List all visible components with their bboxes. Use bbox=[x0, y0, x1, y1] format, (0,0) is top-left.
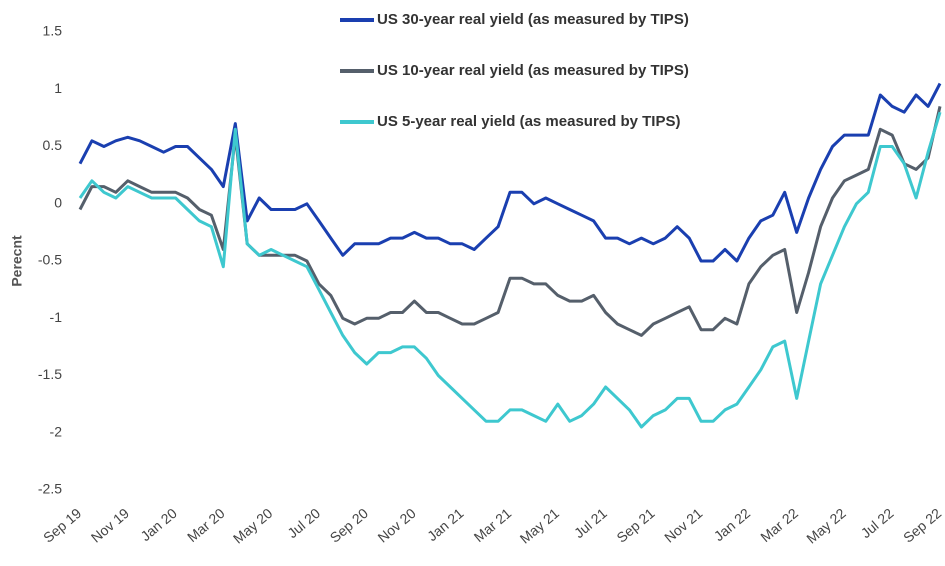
x-tick-label: Sep 21 bbox=[613, 505, 657, 546]
series-line bbox=[78, 111, 942, 429]
y-tick-label: -2.5 bbox=[38, 481, 62, 497]
x-tick-label: Mar 22 bbox=[757, 505, 801, 545]
legend-text: US 10-year real yield (as measured by TI… bbox=[377, 62, 689, 79]
y-tick-label: -0.5 bbox=[38, 252, 62, 268]
legend-text: US 5-year real yield (as measured by TIP… bbox=[377, 113, 680, 130]
x-tick-label: Jul 20 bbox=[284, 505, 323, 541]
x-tick-label: Mar 20 bbox=[184, 505, 228, 545]
x-tick-label: Jul 21 bbox=[571, 505, 610, 541]
y-tick-label: -1 bbox=[50, 309, 63, 325]
x-tick-label: Jan 22 bbox=[711, 505, 754, 544]
y-tick-label: -1.5 bbox=[38, 366, 62, 382]
x-tick-label: Sep 19 bbox=[40, 505, 84, 546]
x-tick-label: Jan 21 bbox=[424, 505, 467, 544]
x-tick-label: Nov 19 bbox=[88, 505, 132, 546]
x-tick-label: Nov 20 bbox=[374, 505, 418, 546]
x-tick-label: Jul 22 bbox=[858, 505, 897, 541]
y-tick-label: -2 bbox=[50, 423, 63, 439]
legend-text: US 30-year real yield (as measured by TI… bbox=[377, 11, 689, 28]
series-line bbox=[78, 106, 942, 337]
x-tick-label: May 20 bbox=[230, 505, 276, 547]
x-tick-label: Sep 20 bbox=[327, 505, 371, 546]
y-tick-label: 0.5 bbox=[43, 137, 63, 153]
x-tick-label: Nov 21 bbox=[661, 505, 705, 546]
x-tick-label: May 22 bbox=[803, 505, 849, 547]
y-axis-title: Perecnt bbox=[9, 235, 25, 287]
series-line bbox=[78, 82, 942, 263]
x-tick-label: Mar 21 bbox=[471, 505, 515, 545]
y-tick-label: 1 bbox=[54, 80, 62, 96]
x-tick-label: Sep 22 bbox=[900, 505, 944, 546]
y-tick-label: 0 bbox=[54, 194, 62, 210]
x-tick-label: Jan 20 bbox=[137, 505, 180, 544]
y-tick-label: 1.5 bbox=[43, 23, 63, 39]
x-tick-label: May 21 bbox=[517, 505, 563, 547]
